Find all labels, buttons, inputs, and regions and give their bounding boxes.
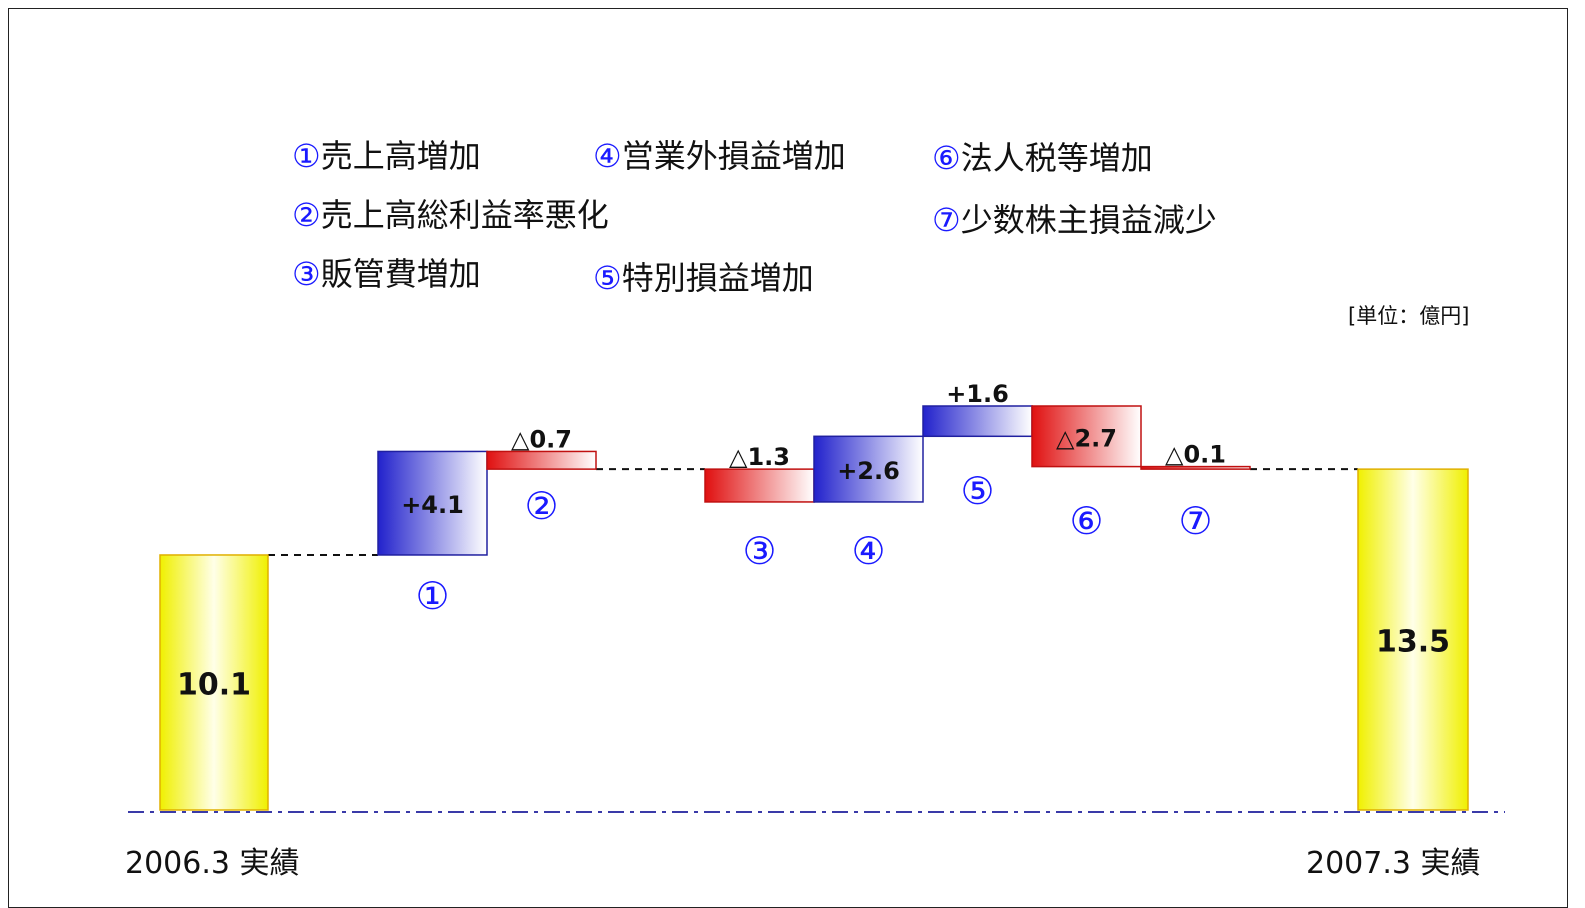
x-category-last: 2007.3 実績 bbox=[1306, 846, 1481, 881]
category-number-label: ⑤ bbox=[960, 469, 994, 513]
bar-1 bbox=[377, 450, 488, 556]
legend-number: ⑥ bbox=[932, 139, 961, 177]
legend-text: 売上高総利益率悪化 bbox=[320, 196, 609, 234]
legend-number: ⑦ bbox=[932, 201, 961, 239]
waterfall-chart: 10.1 +4.1 △0.7 △1.3 +2.6 +1.6 △2.7 △0.1 13.5 ① ② ③… bbox=[128, 380, 1505, 813]
category-number-label: ③ bbox=[742, 529, 776, 573]
legend-item-2: ②売上高総利益率悪化 bbox=[292, 197, 609, 233]
bar-8 bbox=[1357, 468, 1469, 811]
x-category-first: 2006.3 実績 bbox=[125, 846, 300, 881]
bar-value-label: △0.7 bbox=[511, 425, 572, 453]
bar-value-label: 13.5 bbox=[1376, 625, 1450, 660]
bar-7 bbox=[1140, 465, 1251, 470]
legend-item-7: ⑦少数株主損益減少 bbox=[932, 202, 1217, 238]
bar-labels-group: 10.1 +4.1 △0.7 △1.3 +2.6 +1.6 △2.7 △0.1 13.5 bbox=[177, 380, 1450, 702]
bar-value-label: △2.7 bbox=[1056, 424, 1117, 452]
bar-6 bbox=[1031, 405, 1142, 468]
legend-item-6: ⑥法人税等増加 bbox=[932, 140, 1153, 176]
bar-5 bbox=[922, 405, 1033, 438]
legend-item-5: ⑤特別損益増加 bbox=[593, 260, 814, 296]
legend-number: ② bbox=[292, 196, 321, 234]
legend-text: 特別損益増加 bbox=[621, 259, 814, 297]
category-labels-group: ① ② ③ ④ ⑤ ⑥ ⑦ bbox=[415, 469, 1212, 618]
category-number-label: ④ bbox=[851, 529, 885, 573]
bar-2 bbox=[486, 450, 597, 470]
legend-item-3: ③販管費増加 bbox=[292, 256, 481, 292]
legend-number: ④ bbox=[593, 137, 622, 175]
bar-0 bbox=[159, 554, 269, 811]
connector-lines bbox=[268, 468, 1358, 556]
category-number-label: ⑦ bbox=[1178, 499, 1212, 543]
bar-value-label: +2.6 bbox=[837, 457, 900, 485]
bar-value-label: △0.1 bbox=[1165, 441, 1226, 469]
legend-text: 営業外損益増加 bbox=[621, 137, 846, 175]
legend-item-1: ①売上高増加 bbox=[292, 138, 481, 174]
legend-text: 少数株主損益減少 bbox=[960, 201, 1217, 239]
bar-value-label: +4.1 bbox=[401, 491, 464, 519]
bar-4 bbox=[813, 435, 924, 503]
bar-value-label: △1.3 bbox=[729, 443, 790, 471]
unit-label: [単位：億円] bbox=[1348, 304, 1470, 328]
legend-number: ⑤ bbox=[593, 259, 622, 297]
category-number-label: ① bbox=[415, 574, 449, 618]
legend-text: 法人税等増加 bbox=[960, 139, 1153, 177]
legend-text: 売上高増加 bbox=[320, 137, 481, 175]
bars-group bbox=[159, 405, 1469, 811]
bar-value-label: +1.6 bbox=[946, 380, 1009, 408]
legend-number: ③ bbox=[292, 255, 321, 293]
category-number-label: ② bbox=[524, 484, 558, 528]
waterfall-chart-slide: ①売上高増加 ②売上高総利益率悪化 ③販管費増加 ④営業外損益増加 ⑤特別損益増… bbox=[8, 8, 1568, 908]
bar-3 bbox=[704, 468, 815, 503]
bar-value-label: 10.1 bbox=[177, 667, 251, 702]
legend-text: 販管費増加 bbox=[320, 255, 481, 293]
category-number-label: ⑥ bbox=[1069, 499, 1103, 543]
legend-number: ① bbox=[292, 137, 321, 175]
legend-item-4: ④営業外損益増加 bbox=[593, 138, 846, 174]
